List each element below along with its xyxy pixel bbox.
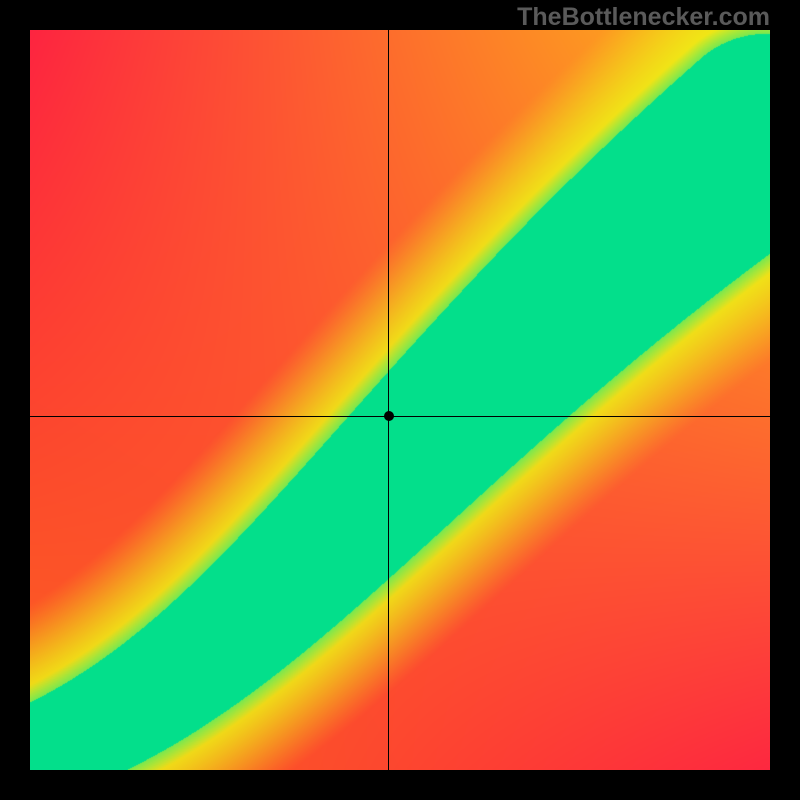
data-point-marker (384, 411, 394, 421)
heatmap-plot (30, 30, 770, 770)
heatmap-canvas (30, 30, 770, 770)
crosshair-vertical (388, 30, 389, 770)
crosshair-horizontal (30, 416, 770, 417)
watermark-text: TheBottlenecker.com (517, 3, 770, 32)
